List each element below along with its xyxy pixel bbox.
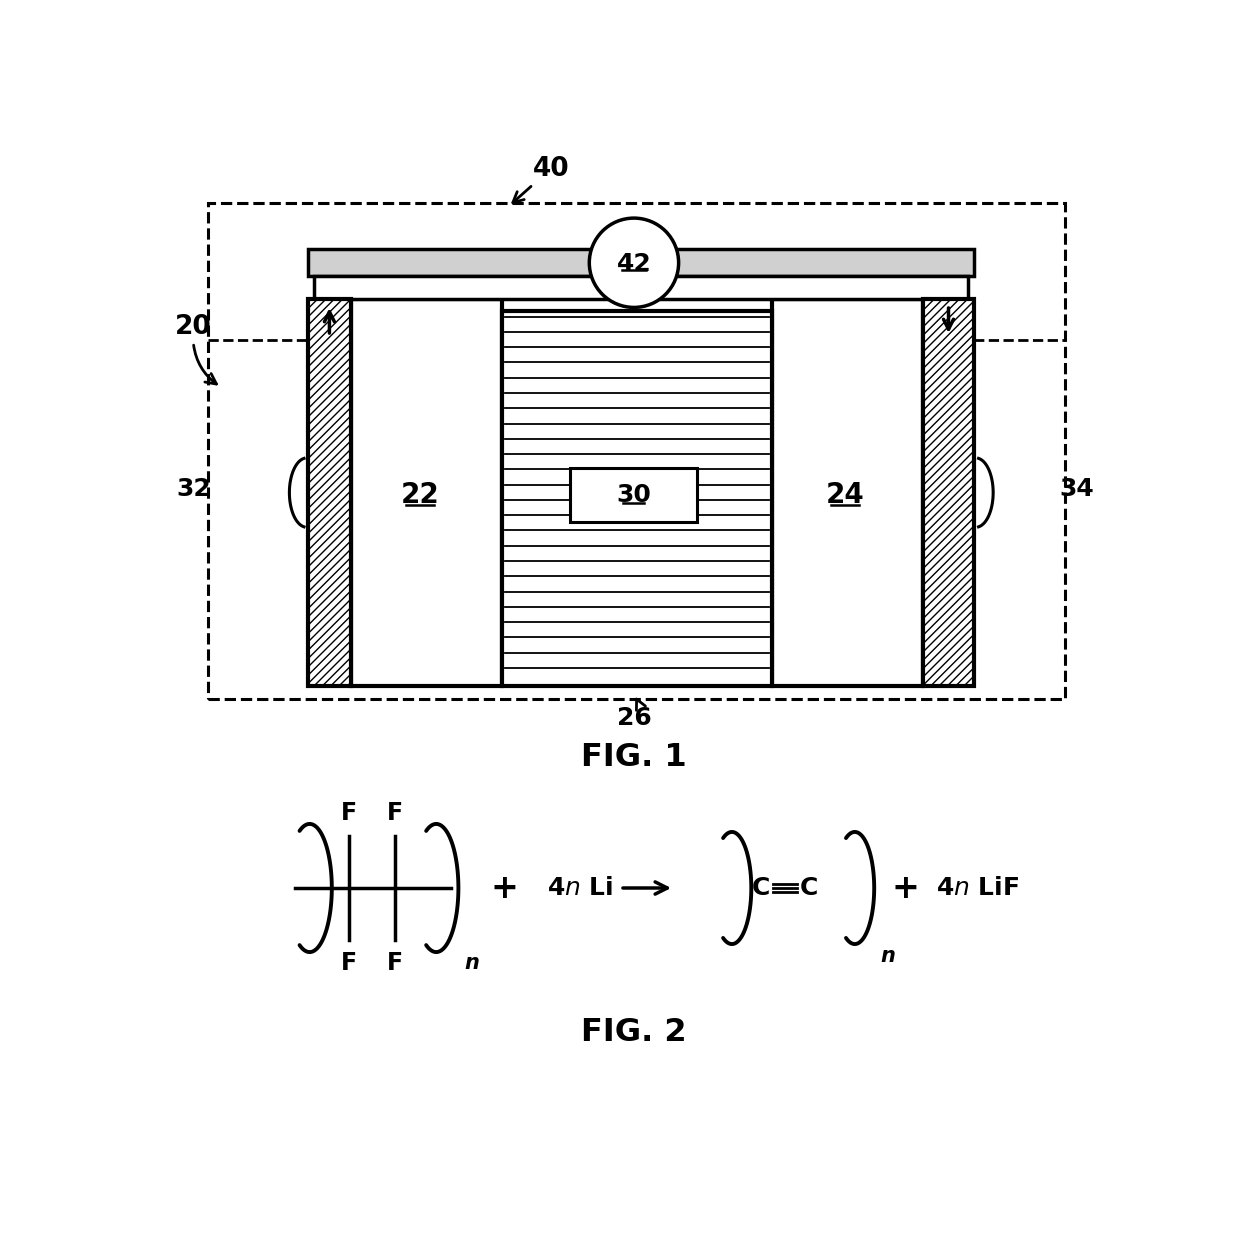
Text: 34: 34	[1059, 476, 1094, 501]
Text: FIG. 2: FIG. 2	[582, 1017, 687, 1048]
Text: F: F	[341, 951, 357, 975]
Text: n: n	[465, 954, 480, 973]
Text: 20: 20	[175, 314, 217, 384]
Text: 4$\it{n}$ LiF: 4$\it{n}$ LiF	[936, 875, 1019, 900]
Bar	[771, 299, 923, 686]
Text: 40: 40	[513, 156, 569, 202]
Text: 42: 42	[616, 252, 651, 277]
Text: 22: 22	[401, 481, 439, 510]
Bar	[208, 202, 1065, 699]
Text: F: F	[341, 801, 357, 826]
Text: 24: 24	[826, 481, 864, 510]
Text: C: C	[751, 875, 770, 900]
Bar	[502, 310, 771, 686]
Text: 4$\it{n}$ Li: 4$\it{n}$ Li	[547, 875, 614, 900]
Bar	[923, 299, 975, 686]
Text: +: +	[491, 872, 518, 904]
Bar	[351, 299, 502, 686]
Bar	[309, 249, 975, 275]
Text: n: n	[880, 946, 895, 966]
Circle shape	[589, 218, 678, 308]
Text: 32: 32	[176, 476, 211, 501]
Text: F: F	[387, 801, 403, 826]
Text: C: C	[800, 875, 818, 900]
Bar	[570, 469, 697, 522]
Text: 30: 30	[616, 484, 651, 507]
Text: 26: 26	[616, 699, 651, 730]
Text: +: +	[892, 872, 919, 904]
Text: FIG. 1: FIG. 1	[582, 742, 687, 773]
Bar	[309, 299, 351, 686]
Bar	[315, 275, 968, 299]
Text: F: F	[387, 951, 403, 975]
